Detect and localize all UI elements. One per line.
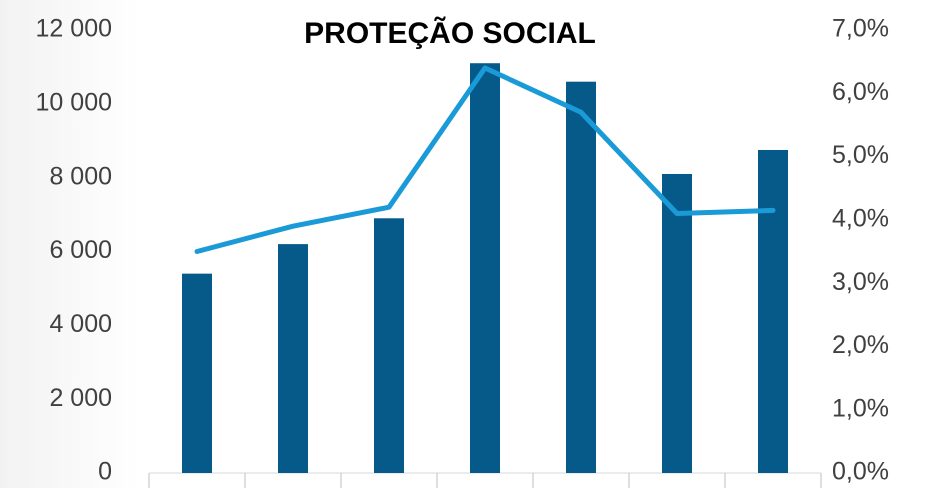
bar (470, 63, 500, 473)
y2-tick-label: 4,0% (832, 204, 889, 232)
y-tick-label: 2 000 (49, 384, 112, 412)
line (194, 65, 776, 254)
y2-tick-label: 3,0% (832, 268, 889, 296)
chart-title: PROTEÇÃO SOCIAL (304, 16, 596, 50)
y-tick-label: 10 000 (36, 88, 112, 116)
y2-tick-label: 6,0% (832, 78, 889, 106)
y2-tick-label: 2,0% (832, 331, 889, 359)
y-tick-label: 8 000 (49, 162, 112, 190)
bar (278, 244, 308, 473)
y2-tick-label: 0,0% (832, 458, 889, 486)
bar (182, 273, 212, 473)
y-tick-label: 12 000 (36, 15, 112, 43)
y-tick-label: 0 (98, 458, 112, 486)
bar (374, 218, 404, 473)
bar (662, 173, 692, 473)
y-tick-label: 6 000 (49, 236, 112, 264)
y2-tick-label: 1,0% (832, 394, 889, 422)
bar (566, 81, 596, 473)
y-tick-label: 4 000 (49, 310, 112, 338)
y2-tick-label: 7,0% (832, 15, 889, 43)
y2-tick-label: 5,0% (832, 141, 889, 169)
bar (758, 149, 788, 473)
